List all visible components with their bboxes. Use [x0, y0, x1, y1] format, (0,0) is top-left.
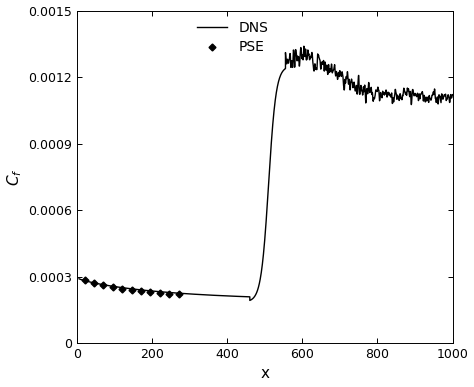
- PSE: [119, 286, 125, 291]
- X-axis label: x: x: [260, 366, 269, 382]
- PSE: [166, 291, 172, 296]
- DNS: [450, 92, 456, 97]
- Line: PSE: PSE: [82, 277, 181, 297]
- Y-axis label: $C_f$: $C_f$: [6, 168, 24, 186]
- DNS: [395, 93, 401, 98]
- Legend: DNS, PSE: DNS, PSE: [197, 21, 268, 55]
- PSE: [176, 292, 182, 296]
- PSE: [110, 285, 116, 289]
- DNS: [76, 276, 82, 281]
- DNS: [292, 49, 298, 53]
- DNS: [247, 298, 253, 303]
- Line: DNS: DNS: [79, 46, 453, 300]
- DNS: [221, 293, 227, 298]
- PSE: [147, 290, 153, 295]
- PSE: [82, 277, 88, 282]
- PSE: [138, 289, 144, 293]
- PSE: [129, 288, 135, 292]
- DNS: [301, 44, 307, 48]
- DNS: [262, 238, 267, 243]
- DNS: [311, 68, 317, 73]
- PSE: [100, 283, 106, 288]
- PSE: [91, 281, 97, 285]
- DNS: [446, 93, 451, 98]
- PSE: [157, 291, 163, 295]
